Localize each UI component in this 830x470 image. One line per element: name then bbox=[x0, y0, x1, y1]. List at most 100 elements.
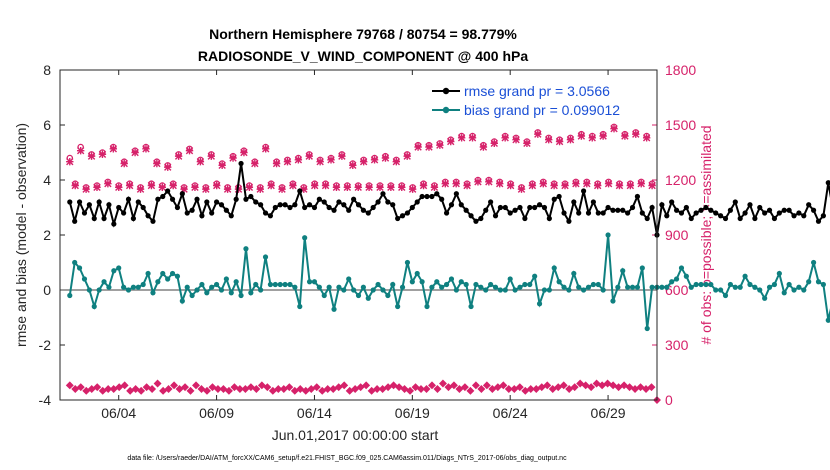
rmse-marker bbox=[473, 218, 479, 224]
bias-marker bbox=[213, 281, 220, 288]
obs-assimilated-marker bbox=[87, 152, 96, 160]
bias-marker bbox=[67, 292, 73, 299]
x-tick-label: 06/14 bbox=[297, 405, 332, 421]
bias-marker bbox=[527, 281, 533, 288]
obs-assimilated-marker bbox=[327, 156, 335, 164]
rmse-marker bbox=[218, 202, 225, 208]
y2-tick-label: 600 bbox=[665, 282, 689, 298]
rmse-marker bbox=[669, 199, 675, 205]
rmse-marker bbox=[620, 207, 626, 213]
rmse-marker bbox=[395, 215, 401, 222]
obs-assimilated-marker bbox=[223, 185, 232, 193]
obs-assimilated-marker bbox=[131, 148, 139, 157]
rmse-marker bbox=[664, 213, 670, 219]
y-tick-label: 4 bbox=[43, 172, 51, 188]
legend-box bbox=[426, 76, 653, 120]
bias-marker bbox=[747, 281, 753, 288]
rmse-marker bbox=[742, 210, 748, 216]
rmse-marker bbox=[130, 215, 137, 222]
y2-tick-label: 900 bbox=[665, 227, 689, 243]
obs-assimilated-marker bbox=[71, 181, 79, 190]
bias-marker bbox=[101, 279, 107, 285]
bias-marker bbox=[155, 279, 161, 285]
obs-assimilated-marker bbox=[174, 152, 183, 160]
bias-marker bbox=[678, 265, 685, 271]
obs-count-marker bbox=[477, 385, 486, 393]
rmse-marker bbox=[532, 204, 538, 211]
bias-marker bbox=[551, 265, 557, 271]
rmse-marker bbox=[233, 196, 239, 202]
bias-marker bbox=[243, 246, 249, 252]
obs-count-marker bbox=[323, 385, 332, 393]
obs-assimilated-marker bbox=[534, 130, 542, 138]
bias-marker bbox=[165, 276, 171, 282]
bias-marker bbox=[223, 276, 229, 282]
bias-marker bbox=[316, 284, 322, 290]
obs-count-marker bbox=[466, 386, 475, 395]
bias-marker bbox=[399, 284, 406, 290]
obs-assimilated-marker bbox=[267, 181, 275, 190]
bias-marker bbox=[169, 270, 176, 277]
bias-marker bbox=[404, 259, 411, 266]
rmse-marker bbox=[72, 218, 78, 224]
bias-marker bbox=[664, 284, 670, 290]
obs-count-marker bbox=[208, 383, 217, 392]
bias-marker bbox=[492, 284, 499, 290]
bias-marker bbox=[429, 284, 435, 290]
obs-assimilated-marker bbox=[262, 145, 270, 153]
rmse-marker bbox=[101, 215, 107, 222]
legend: rmse grand pr = 3.0566 bias grand pr = 0… bbox=[426, 76, 653, 120]
obs-count-marker bbox=[515, 383, 524, 392]
bias-marker bbox=[673, 276, 680, 282]
bias-marker bbox=[659, 284, 665, 290]
bias-marker bbox=[786, 281, 792, 288]
bias-marker bbox=[468, 303, 474, 310]
rmse-marker bbox=[86, 202, 92, 208]
obs-count-marker bbox=[93, 383, 102, 392]
rmse-marker bbox=[297, 188, 303, 194]
footnote: data file: /Users/raeder/DAI/ATM_forcXX/… bbox=[127, 455, 567, 462]
bias-marker bbox=[703, 281, 709, 288]
bias-marker bbox=[130, 284, 137, 290]
bias-marker bbox=[458, 279, 464, 285]
obs-assimilated-marker bbox=[272, 159, 281, 168]
y-tick-label: 8 bbox=[43, 62, 51, 78]
rmse-marker bbox=[91, 215, 97, 222]
obs-assimilated-marker bbox=[632, 130, 640, 138]
rmse-marker bbox=[316, 196, 322, 202]
obs-assimilated-marker bbox=[104, 179, 112, 188]
rmse-marker bbox=[174, 204, 181, 211]
bias-marker bbox=[199, 281, 205, 288]
obs-assimilated-marker bbox=[517, 185, 526, 193]
rmse-marker bbox=[796, 210, 802, 216]
bias-marker bbox=[150, 290, 156, 296]
y2-tick-label: 0 bbox=[665, 392, 673, 408]
obs-count-marker bbox=[406, 386, 415, 395]
rmse-marker bbox=[116, 204, 122, 211]
rmse-marker bbox=[546, 215, 552, 222]
bias-marker bbox=[355, 292, 362, 299]
rmse-marker bbox=[429, 193, 435, 200]
rmse-marker bbox=[708, 207, 714, 213]
obs-count-marker bbox=[274, 385, 283, 393]
obs-assimilated-marker bbox=[414, 143, 422, 151]
rmse-marker bbox=[321, 199, 327, 205]
bias-marker bbox=[605, 232, 611, 238]
rmse-marker bbox=[576, 210, 582, 216]
obs-assimilated-marker bbox=[142, 145, 150, 153]
obs-count-marker bbox=[362, 381, 371, 390]
obs-assimilated-marker bbox=[359, 157, 368, 166]
obs-count-marker bbox=[395, 383, 404, 392]
bias-marker bbox=[708, 281, 714, 288]
bias-marker bbox=[341, 287, 347, 293]
bias-marker bbox=[634, 284, 641, 290]
chart-subtitle: RADIOSONDE_V_WIND_COMPONENT @ 400 hPa bbox=[198, 48, 528, 64]
rmse-marker bbox=[292, 202, 298, 208]
legend-bias-marker bbox=[442, 106, 450, 114]
bias-marker bbox=[649, 284, 655, 290]
rmse-marker bbox=[243, 196, 249, 202]
rmse-marker bbox=[727, 207, 734, 213]
bias-marker bbox=[370, 287, 376, 293]
obs-count-marker bbox=[570, 383, 579, 392]
rmse-marker bbox=[810, 207, 817, 213]
